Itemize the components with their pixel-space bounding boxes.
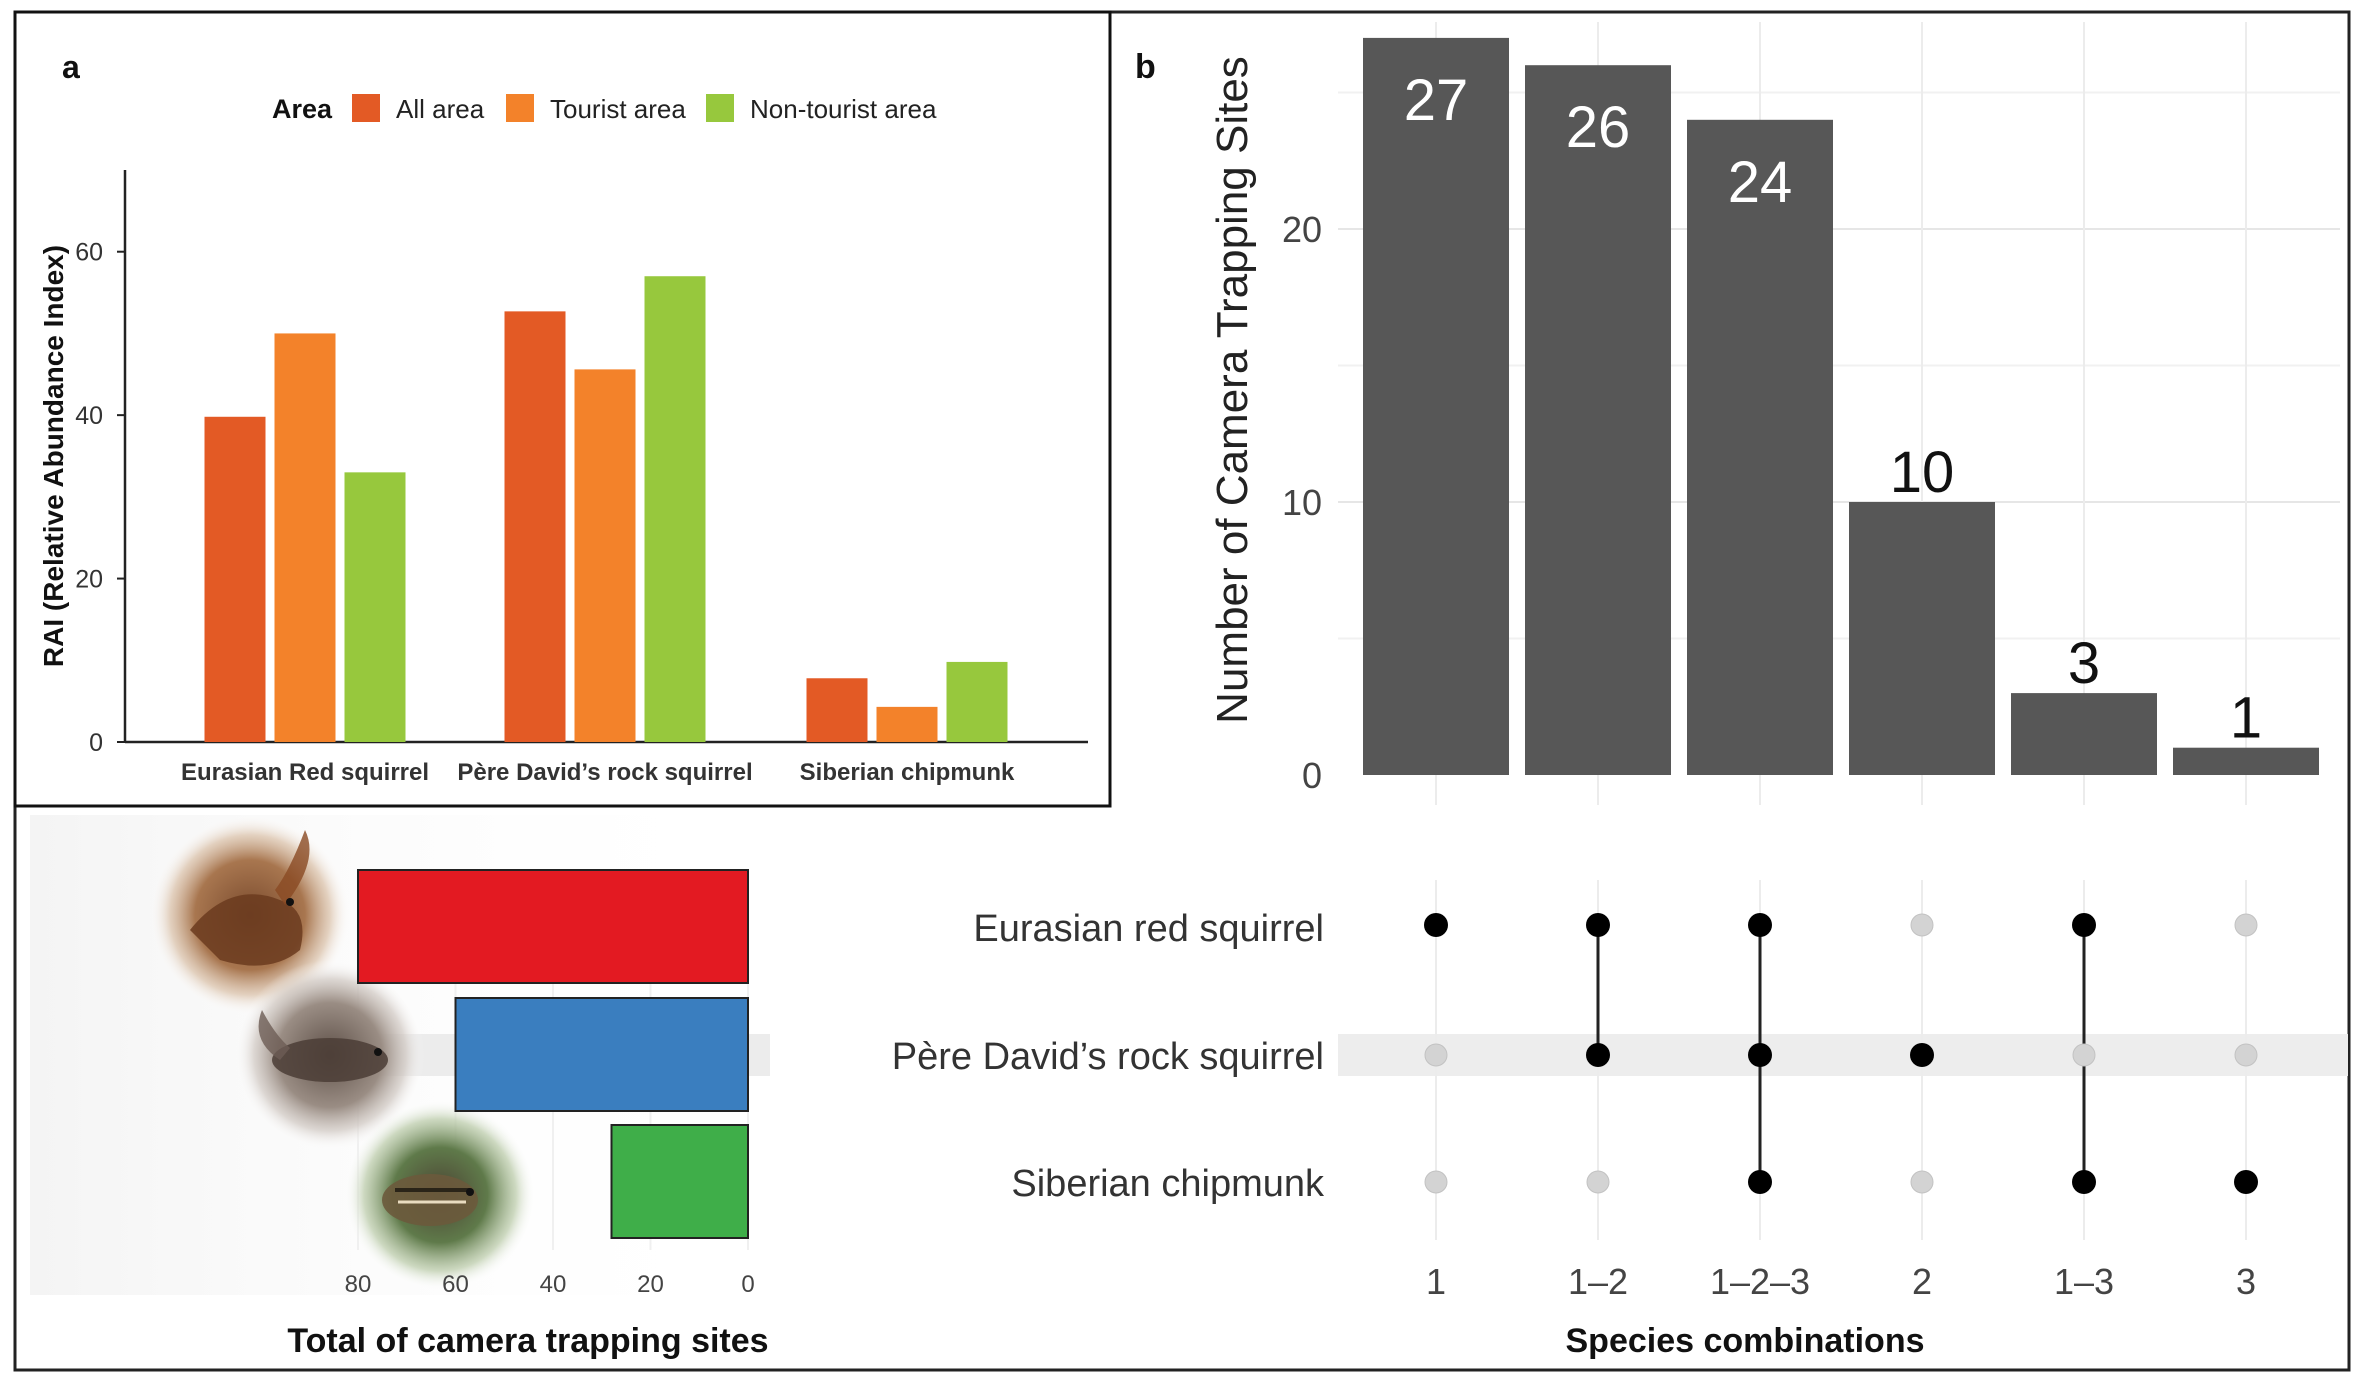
matrix-dot-empty bbox=[2234, 1043, 2258, 1067]
totals-chart: 80 60 40 20 0 Total of camera trapping s… bbox=[30, 815, 770, 1360]
rai-y-ticks: 0 20 40 60 bbox=[75, 239, 125, 757]
matrix-dot-filled bbox=[1910, 1043, 1934, 1067]
matrix-row-band bbox=[1338, 1034, 2348, 1076]
intersection-y-tick-label: 10 bbox=[1282, 482, 1322, 523]
matrix-dot-filled bbox=[1748, 1043, 1772, 1067]
totals-bar-1 bbox=[454, 997, 749, 1112]
rai-bar-all-area-2 bbox=[806, 678, 868, 742]
rai-bar-all-area-0 bbox=[204, 416, 266, 742]
rai-y-tick-label: 0 bbox=[89, 729, 103, 757]
intersection-bar-1 bbox=[1525, 65, 1671, 775]
intersection-bar-2 bbox=[1687, 119, 1833, 776]
matrix-dot-filled bbox=[1748, 1170, 1772, 1194]
intersection-bar-0 bbox=[1363, 37, 1509, 775]
matrix-column-label: 1–2–3 bbox=[1710, 1261, 1810, 1302]
intersection-bar-4 bbox=[2011, 693, 2157, 775]
rai-legend-title: Area bbox=[272, 94, 333, 124]
photo-pere-davids-rock-squirrel bbox=[235, 960, 425, 1150]
totals-x-tick-label: 80 bbox=[345, 1271, 372, 1298]
matrix-column-labels: 1 1–2 1–2–3 2 1–3 3 bbox=[1426, 1261, 2256, 1302]
rai-category-label: Siberian chipmunk bbox=[800, 759, 1015, 786]
matrix-dot-empty bbox=[1424, 1170, 1448, 1194]
intersection-y-axis-title: Number of Camera Trapping Sites bbox=[1208, 56, 1257, 724]
totals-x-tick-label: 20 bbox=[637, 1271, 664, 1298]
totals-x-tick-label: 40 bbox=[540, 1271, 567, 1298]
matrix-dot-filled bbox=[2072, 1170, 2096, 1194]
intersection-value-label: 27 bbox=[1404, 68, 1469, 133]
panel-a-frame bbox=[13, 10, 1112, 808]
legend-swatch-non-tourist-area bbox=[706, 94, 734, 122]
legend-swatch-tourist-area bbox=[506, 94, 534, 122]
rai-y-axis-title: RAI (Relative Abundance Index) bbox=[38, 245, 69, 667]
intersection-value-label: 26 bbox=[1566, 95, 1631, 160]
matrix-row-label: Siberian chipmunk bbox=[1011, 1163, 1325, 1205]
totals-bars bbox=[357, 869, 749, 1239]
intersection-value-label: 10 bbox=[1890, 440, 1955, 505]
intersection-bars: 27 26 24 10 3 1 bbox=[1363, 37, 2319, 776]
legend-label-all-area: All area bbox=[396, 94, 485, 124]
matrix-dot-filled bbox=[1586, 1043, 1610, 1067]
legend-label-non-tourist-area: Non-tourist area bbox=[750, 94, 937, 124]
matrix-dot-empty bbox=[1910, 1170, 1934, 1194]
matrix-dot-empty bbox=[2072, 1043, 2096, 1067]
matrix-dots bbox=[1424, 913, 2258, 1194]
intersection-value-label: 1 bbox=[2230, 686, 2262, 751]
rai-y-tick-label: 60 bbox=[75, 239, 103, 267]
matrix-column-label: 1–2 bbox=[1568, 1261, 1628, 1302]
rai-bar-non-tourist-area-1 bbox=[644, 276, 706, 742]
intersection-bar-5 bbox=[2173, 747, 2319, 775]
matrix-column-label: 3 bbox=[2236, 1261, 2256, 1302]
intersection-y-tick-label: 20 bbox=[1282, 209, 1322, 250]
totals-x-axis-title: Total of camera trapping sites bbox=[287, 1322, 768, 1360]
rai-category-label: Eurasian Red squirrel bbox=[181, 759, 429, 786]
rai-legend: Area All area Tourist area Non-tourist a… bbox=[272, 94, 937, 124]
matrix-column-label: 1–3 bbox=[2054, 1261, 2114, 1302]
rai-bars bbox=[204, 276, 1008, 742]
matrix-column-label: 1 bbox=[1426, 1261, 1446, 1302]
matrix-dot-filled bbox=[1748, 913, 1772, 937]
panel-a-label: a bbox=[62, 49, 80, 85]
intersection-value-label: 24 bbox=[1728, 150, 1793, 215]
matrix-row-label: Eurasian red squirrel bbox=[973, 908, 1324, 950]
intersection-value-label: 3 bbox=[2068, 631, 2100, 696]
rai-bar-non-tourist-area-0 bbox=[344, 472, 406, 742]
totals-x-tick-label: 60 bbox=[442, 1271, 469, 1298]
intersection-bar-3 bbox=[1849, 502, 1995, 775]
matrix-dot-filled bbox=[1424, 913, 1448, 937]
matrix-x-axis-title: Species combinations bbox=[1566, 1322, 1925, 1360]
matrix-dot-empty bbox=[2234, 913, 2258, 937]
totals-bar-2 bbox=[610, 1124, 749, 1239]
totals-x-tick-label: 0 bbox=[741, 1271, 754, 1298]
matrix-dot-empty bbox=[1586, 1170, 1610, 1194]
rai-bar-tourist-area-2 bbox=[876, 706, 938, 742]
photo-siberian-chipmunk bbox=[345, 1100, 535, 1290]
legend-swatch-all-area bbox=[352, 94, 380, 122]
rai-bar-non-tourist-area-2 bbox=[946, 661, 1008, 742]
panel-b-label: b bbox=[1135, 48, 1156, 86]
combination-matrix: Eurasian red squirrel Père David’s rock … bbox=[892, 880, 2348, 1360]
rai-bar-tourist-area-1 bbox=[574, 369, 636, 742]
intersection-y-tick-label: 0 bbox=[1302, 755, 1322, 796]
panel-b: b 27 26 24 10 3 1 0 10 20 Number of Camera Tr… bbox=[1135, 22, 2340, 805]
rai-y-tick-label: 20 bbox=[75, 566, 103, 594]
matrix-dot-empty bbox=[1424, 1043, 1448, 1067]
intersection-y-ticks: 0 10 20 bbox=[1282, 209, 1322, 796]
totals-x-ticks: 80 60 40 20 0 bbox=[345, 1271, 755, 1298]
matrix-dot-filled bbox=[2234, 1170, 2258, 1194]
rai-bar-tourist-area-0 bbox=[274, 333, 336, 742]
rai-category-label: Père David’s rock squirrel bbox=[457, 759, 752, 786]
matrix-row-label: Père David’s rock squirrel bbox=[892, 1036, 1324, 1078]
totals-bar-0 bbox=[357, 869, 749, 984]
matrix-dot-filled bbox=[1586, 913, 1610, 937]
matrix-dot-filled bbox=[2072, 913, 2096, 937]
matrix-column-label: 2 bbox=[1912, 1261, 1932, 1302]
rai-bar-all-area-1 bbox=[504, 311, 566, 742]
matrix-dot-empty bbox=[1910, 913, 1934, 937]
rai-y-tick-label: 40 bbox=[75, 402, 103, 430]
legend-label-tourist-area: Tourist area bbox=[550, 94, 686, 124]
panel-a: a Area All area Tourist area Non-tourist… bbox=[38, 49, 1088, 786]
